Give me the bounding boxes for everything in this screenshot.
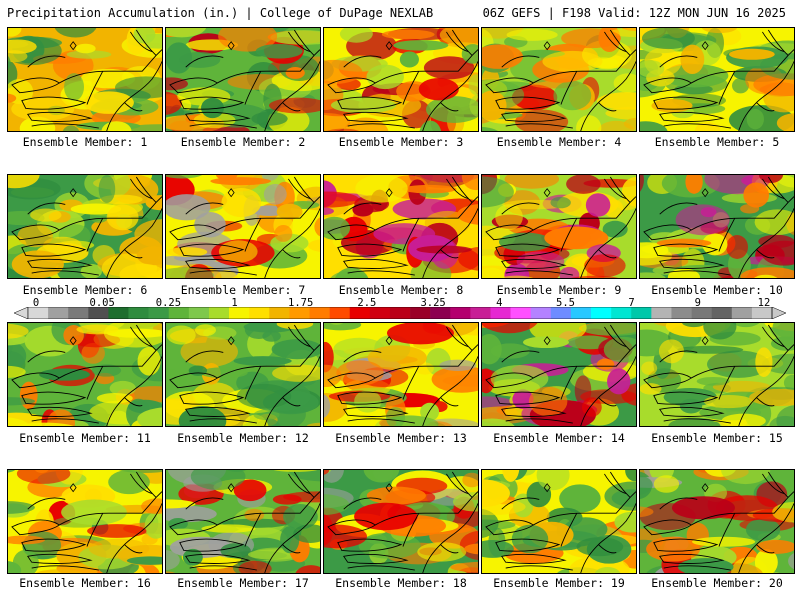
colorbar-tick-label: 0.25 (155, 297, 182, 309)
precip-field (166, 323, 320, 426)
precip-field (640, 175, 794, 278)
member-label-20: Ensemble Member: 20 (651, 576, 783, 590)
member-label-12: Ensemble Member: 12 (177, 431, 309, 445)
precip-field (166, 175, 320, 278)
colorbar (14, 307, 786, 319)
ensemble-map-6 (7, 174, 163, 279)
member-label-13: Ensemble Member: 13 (335, 431, 467, 445)
member-label-18: Ensemble Member: 18 (335, 576, 467, 590)
member-label-15: Ensemble Member: 15 (651, 431, 783, 445)
member-label-1: Ensemble Member: 1 (22, 135, 148, 149)
precip-field (324, 175, 478, 278)
ensemble-map-4 (481, 27, 637, 132)
ensemble-map-5 (639, 27, 795, 132)
ensemble-map-8 (323, 174, 479, 279)
colorbar-tick-label: 1 (231, 297, 238, 309)
run-info: 06Z GEFS | F198 Valid: 12Z MON JUN 16 20… (482, 6, 786, 20)
member-label-19: Ensemble Member: 19 (493, 576, 625, 590)
colorbar-tick-label: 7 (628, 297, 635, 309)
member-label-7: Ensemble Member: 7 (180, 283, 306, 297)
precip-field (8, 323, 162, 426)
ensemble-map-10 (639, 174, 795, 279)
ensemble-map-1 (7, 27, 163, 132)
precip-field (640, 323, 794, 426)
ensemble-map-3 (323, 27, 479, 132)
ensemble-map-11 (7, 322, 163, 427)
member-label-11: Ensemble Member: 11 (19, 431, 151, 445)
ensemble-map-9 (481, 174, 637, 279)
colorbar-tick-label: 9 (694, 297, 701, 309)
colorbar-tick-label: 0 (32, 297, 40, 309)
colorbar-tick-label: 1.75 (288, 297, 314, 309)
member-label-17: Ensemble Member: 17 (177, 576, 309, 590)
ensemble-map-15 (639, 322, 795, 427)
precip-field (166, 28, 320, 131)
precip-field (324, 28, 478, 131)
colorbar-tick-label: 4 (496, 297, 503, 309)
member-label-6: Ensemble Member: 6 (22, 283, 148, 297)
ensemble-map-2 (165, 27, 321, 132)
ensemble-map-17 (165, 469, 321, 574)
precip-field (482, 175, 636, 278)
precip-field (324, 470, 478, 573)
precip-field (8, 470, 162, 573)
precip-field (482, 28, 636, 131)
ensemble-map-19 (481, 469, 637, 574)
ensemble-map-20 (639, 469, 795, 574)
member-label-2: Ensemble Member: 2 (180, 135, 306, 149)
member-label-5: Ensemble Member: 5 (654, 135, 780, 149)
precip-field (166, 470, 320, 573)
member-label-16: Ensemble Member: 16 (19, 576, 151, 590)
ensemble-map-16 (7, 469, 163, 574)
member-label-3: Ensemble Member: 3 (338, 135, 464, 149)
member-label-10: Ensemble Member: 10 (651, 283, 783, 297)
precip-field (482, 470, 636, 573)
ensemble-map-18 (323, 469, 479, 574)
precip-field (482, 323, 636, 426)
ensemble-map-13 (323, 322, 479, 427)
ensemble-map-14 (481, 322, 637, 427)
precip-field (8, 175, 162, 278)
colorbar-tick-label: 2.5 (357, 297, 377, 309)
precip-field (324, 323, 478, 426)
member-label-4: Ensemble Member: 4 (496, 135, 622, 149)
precip-field (640, 28, 794, 131)
precip-field (640, 470, 794, 573)
member-label-8: Ensemble Member: 8 (338, 283, 464, 297)
colorbar-tick-label: 0.05 (89, 297, 115, 309)
page-title: Precipitation Accumulation (in.) | Colle… (7, 6, 434, 20)
member-label-14: Ensemble Member: 14 (493, 431, 625, 445)
colorbar-tick-label: 12 (757, 297, 771, 309)
ensemble-map-7 (165, 174, 321, 279)
precip-field (8, 28, 162, 131)
ensemble-map-12 (165, 322, 321, 427)
colorbar-tick-label: 5.5 (556, 297, 575, 309)
member-label-9: Ensemble Member: 9 (496, 283, 622, 297)
colorbar-tick-label: 3.25 (420, 297, 446, 309)
